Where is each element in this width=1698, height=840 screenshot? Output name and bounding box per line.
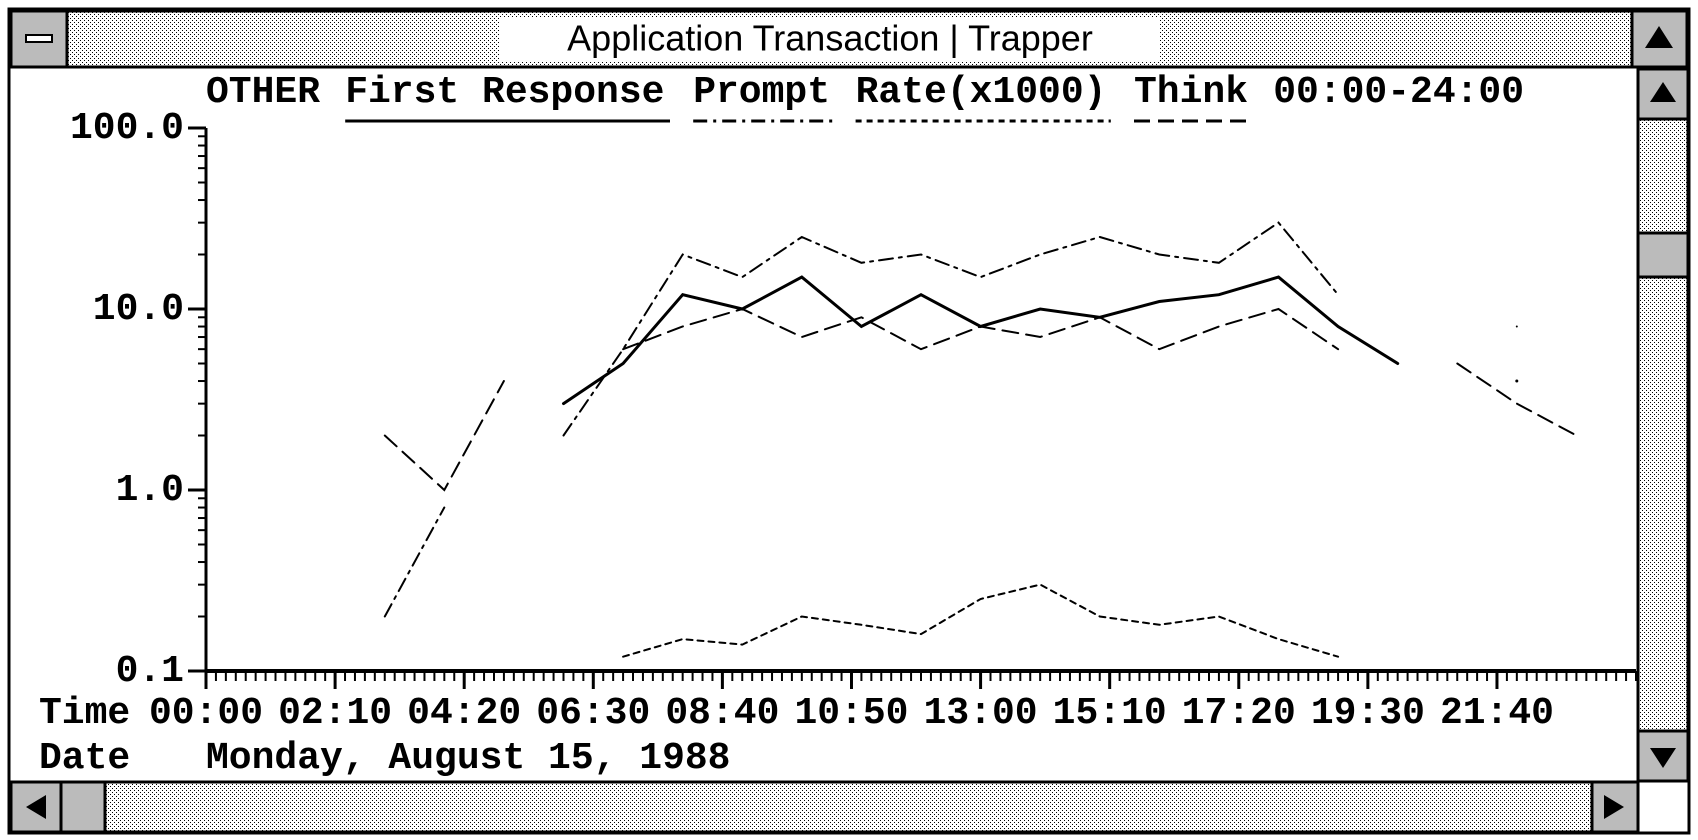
vertical-scroll-thumb[interactable] [1636,231,1690,279]
y-tick-label: 1.0 [116,469,184,512]
x-tick-label: 04:20 [407,692,521,735]
horizontal-scroll-thumb[interactable] [59,780,107,834]
y-tick-label: 0.1 [116,650,184,693]
chart-subject: OTHER [206,71,320,114]
x-tick-label: 21:40 [1440,692,1554,735]
legend-label: Rate(x1000) [856,71,1107,114]
x-tick-label: 15:10 [1053,692,1167,735]
date-label: Date [39,737,130,780]
x-tick-label: 02:10 [278,692,392,735]
series-line [383,221,1518,618]
y-tick-label: 100.0 [70,107,184,150]
scroll-left-arrow [26,795,46,819]
chart: OTHER First Response Prompt Rate(x1000) Thin… [70,71,1637,735]
chart-time-range: 00:00-24:00 [1273,71,1524,114]
x-tick-label: 00:00 [149,692,263,735]
x-axis-label: Time [39,692,130,735]
x-tick-label: 08:40 [665,692,779,735]
legend-label: Think [1134,71,1248,114]
series-line [383,307,1578,492]
x-tick-label: 06:30 [536,692,650,735]
scroll-right-arrow [1604,795,1624,819]
date-value: Monday, August 15, 1988 [206,737,731,780]
legend-label: First Response [345,71,664,114]
y-tick-label: 10.0 [93,288,184,331]
scroll-down-arrow [1650,748,1676,768]
horizontal-scrollbar[interactable] [9,780,1640,834]
x-tick-label: 17:20 [1182,692,1296,735]
x-tick-label: 13:00 [924,692,1038,735]
series-line [622,583,1340,658]
scroll-up-arrow [1650,82,1676,102]
window-title: Application Transaction | Trapper [567,18,1093,59]
x-tick-label: 19:30 [1311,692,1425,735]
x-tick-label: 10:50 [794,692,908,735]
maximize-arrow [1645,26,1673,48]
vertical-scrollbar[interactable] [1636,67,1690,783]
legend-label: Prompt [693,71,830,114]
window-frame [7,7,1691,835]
system-menu-icon [25,34,53,43]
title-backdrop [500,18,1160,62]
